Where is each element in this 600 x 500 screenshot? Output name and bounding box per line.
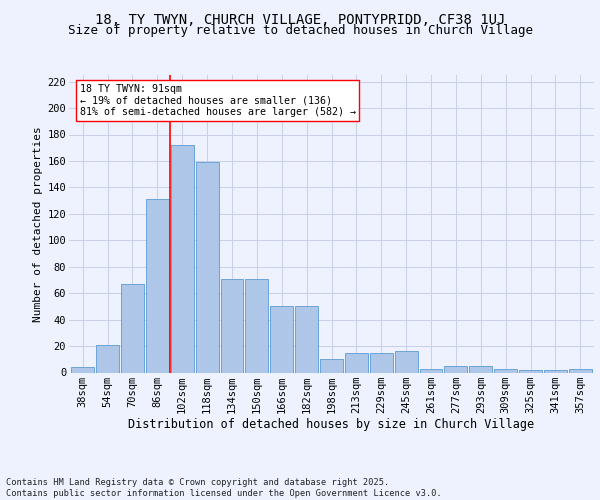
Bar <box>245 278 268 372</box>
Bar <box>295 306 318 372</box>
Text: 18 TY TWYN: 91sqm
← 19% of detached houses are smaller (136)
81% of semi-detache: 18 TY TWYN: 91sqm ← 19% of detached hous… <box>79 84 355 117</box>
X-axis label: Distribution of detached houses by size in Church Village: Distribution of detached houses by size … <box>128 418 535 432</box>
Y-axis label: Number of detached properties: Number of detached properties <box>34 126 43 322</box>
Bar <box>146 200 169 372</box>
Bar <box>270 306 293 372</box>
Bar <box>519 370 542 372</box>
Bar <box>469 366 492 372</box>
Bar <box>221 278 244 372</box>
Bar <box>445 366 467 372</box>
Bar <box>395 352 418 372</box>
Bar <box>320 360 343 372</box>
Bar <box>171 145 194 372</box>
Bar <box>544 370 567 372</box>
Bar <box>96 344 119 372</box>
Bar <box>71 367 94 372</box>
Text: 18, TY TWYN, CHURCH VILLAGE, PONTYPRIDD, CF38 1UJ: 18, TY TWYN, CHURCH VILLAGE, PONTYPRIDD,… <box>95 12 505 26</box>
Text: Contains HM Land Registry data © Crown copyright and database right 2025.
Contai: Contains HM Land Registry data © Crown c… <box>6 478 442 498</box>
Bar <box>569 368 592 372</box>
Text: Size of property relative to detached houses in Church Village: Size of property relative to detached ho… <box>67 24 533 37</box>
Bar <box>345 352 368 372</box>
Bar <box>370 352 393 372</box>
Bar <box>121 284 144 372</box>
Bar <box>419 368 442 372</box>
Bar <box>494 368 517 372</box>
Bar <box>196 162 218 372</box>
